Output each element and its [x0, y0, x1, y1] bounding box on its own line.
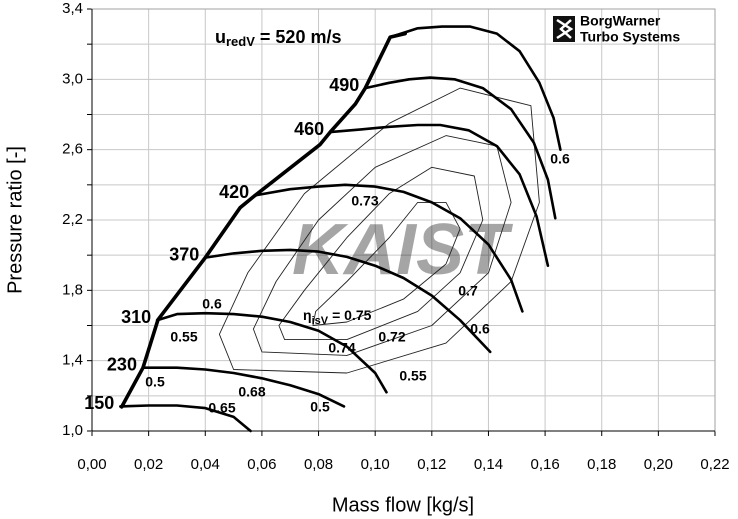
eta-symbol: η — [303, 307, 312, 323]
x-tick-label: 0,20 — [644, 456, 673, 473]
eta-subscript: isV — [312, 315, 329, 327]
speed-line — [119, 404, 252, 433]
speed-label: 490 — [329, 75, 359, 95]
efficiency-label: 0.68 — [238, 384, 265, 400]
speed-line — [253, 183, 524, 313]
efficiency-contour — [312, 201, 461, 326]
efficiency-contour — [252, 135, 512, 356]
x-tick-label: 0,00 — [77, 456, 106, 473]
speed-line — [141, 366, 346, 408]
efficiency-contour — [278, 166, 484, 341]
speed-text: = 520 m/s — [260, 27, 342, 47]
logo-line: BorgWarner — [580, 13, 661, 29]
efficiency-label: 0.5 — [310, 399, 330, 415]
y-tick-label: 3,0 — [62, 70, 83, 87]
speed-line — [155, 311, 388, 394]
y-tick-label: 2,2 — [62, 211, 83, 228]
x-tick-label: 0,18 — [587, 456, 616, 473]
x-tick-label: 0,12 — [417, 456, 446, 473]
speed-label: 150 — [84, 393, 114, 413]
plot: 150 230 310 370 420 460 490 0.5 0.55 0.6 0.650.68 0… — [84, 25, 570, 433]
efficiency-label: 0.73 — [351, 193, 378, 209]
efficiency-label: 0.6 — [202, 296, 222, 312]
eta-text: = 0.75 — [332, 307, 372, 323]
x-tick-label: 0,22 — [700, 456, 729, 473]
speed-line — [204, 248, 492, 354]
eta-label: ηisV = 0.75 — [303, 307, 372, 327]
grid: 0,00 0,02 0,04 0,06 0,08 0,10 0,12 0,14 0,16 0,18… — [62, 0, 729, 473]
efficiency-label: 0.7 — [458, 283, 478, 299]
speed-title: uredV = 520 m/s — [215, 27, 341, 50]
y-tick-label: 1,4 — [62, 352, 83, 369]
speed-symbol: u — [215, 27, 226, 47]
x-tick-label: 0,14 — [474, 456, 503, 473]
speed-label: 460 — [294, 119, 324, 139]
surge-line — [119, 31, 407, 409]
x-tick-label: 0,06 — [247, 456, 276, 473]
speed-line — [328, 123, 550, 267]
efficiency-label: 0.6 — [470, 321, 490, 337]
y-axis-title: Pressure ratio [-] — [4, 146, 26, 294]
speed-subscript: redV — [226, 34, 255, 49]
efficiency-label: 0.55 — [170, 329, 197, 345]
speed-line — [364, 76, 557, 220]
logo-icon-mark — [556, 18, 574, 40]
efficiency-label: 0.65 — [208, 400, 235, 416]
speed-label: 420 — [219, 182, 249, 202]
logo: BorgWarner Turbo Systems — [553, 13, 680, 45]
logo-line: Turbo Systems — [580, 29, 680, 45]
speed-label: 310 — [121, 307, 151, 327]
y-tick-label: 3,4 — [62, 0, 83, 17]
speed-line — [388, 25, 562, 151]
x-tick-label: 0,16 — [530, 456, 559, 473]
speed-label: 370 — [169, 244, 199, 264]
x-tick-label: 0,04 — [191, 456, 220, 473]
x-tick-label: 0,08 — [304, 456, 333, 473]
efficiency-label: 0.6 — [550, 151, 570, 167]
x-tick-label: 0,02 — [134, 456, 163, 473]
y-tick-label: 2,6 — [62, 141, 83, 158]
efficiency-label: 0.72 — [378, 329, 405, 345]
efficiency-label: 0.5 — [145, 374, 165, 390]
efficiency-label: 0.74 — [328, 340, 355, 356]
y-tick-label: 1,8 — [62, 281, 83, 298]
x-axis-title: Mass flow [kg/s] — [332, 494, 474, 516]
speed-label: 230 — [107, 354, 137, 374]
y-tick-label: 1,0 — [62, 422, 83, 439]
efficiency-label: 0.55 — [399, 368, 426, 384]
x-tick-label: 0,10 — [361, 456, 390, 473]
